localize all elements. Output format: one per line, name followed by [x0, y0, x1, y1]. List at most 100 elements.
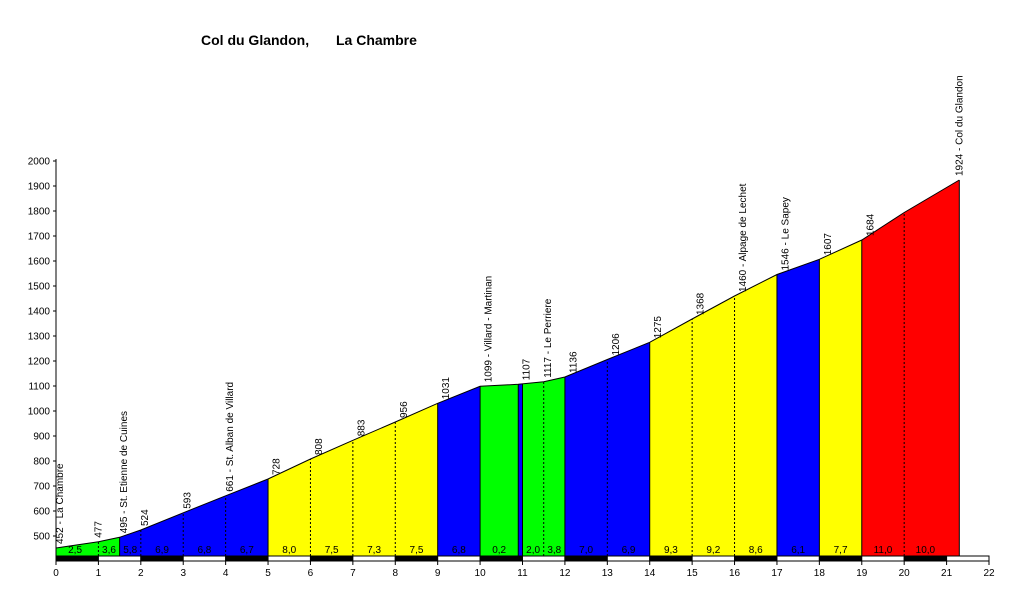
elevation-point-label: 524 [140, 509, 151, 526]
gradient-label: 6,7 [240, 545, 254, 556]
y-tick-label: 600 [33, 507, 50, 518]
scale-bar-block [97, 555, 142, 562]
scale-bar-block [606, 555, 651, 562]
profile-segment-red [861, 180, 960, 556]
elevation-point-label: 1107 [522, 358, 533, 380]
scale-bar-block [55, 555, 99, 562]
gradient-label: 6,1 [791, 545, 805, 556]
x-tick-label: 21 [941, 568, 953, 579]
gradient-label: 8,6 [749, 545, 763, 556]
scale-bar-block [394, 555, 439, 562]
gradient-label: 0,2 [492, 545, 506, 556]
y-tick-label: 900 [33, 432, 50, 443]
elevation-point-label: 495 - St. Etienne de Cuines [119, 411, 130, 533]
x-tick-label: 4 [223, 568, 229, 579]
y-tick-label: 1700 [28, 232, 51, 243]
gradient-label: 2,0 [526, 545, 540, 556]
gradient-label: 7,0 [579, 545, 593, 556]
x-tick-label: 19 [856, 568, 868, 579]
scale-bar-block [437, 555, 481, 562]
elevation-point-label: 808 [314, 438, 325, 455]
profile-segment-blue [777, 259, 820, 556]
profile-segment-yellow [649, 274, 777, 556]
profile-segment-blue [518, 383, 523, 556]
x-tick-label: 22 [983, 568, 995, 579]
distance-scale-bar [55, 555, 990, 562]
scale-bar-block [267, 555, 311, 562]
x-tick-label: 1 [96, 568, 102, 579]
gradient-label: 9,2 [706, 545, 720, 556]
y-tick-label: 1900 [28, 182, 51, 193]
gradient-label: 5,8 [123, 545, 137, 556]
x-tick-label: 14 [644, 568, 656, 579]
scale-bar-block [649, 555, 693, 562]
elevation-point-label: 1607 [823, 233, 834, 256]
profile-segment-yellow [819, 240, 862, 556]
axes-layer: 5006007008009001000110012001300140015001… [28, 157, 995, 580]
x-tick-label: 8 [392, 568, 398, 579]
y-tick-label: 1200 [28, 357, 51, 368]
profile-segment-blue [437, 386, 481, 556]
scale-bar-block [861, 555, 905, 562]
elevation-point-label: 1924 - Col du Glandon [954, 75, 965, 176]
scale-bar-block [309, 555, 354, 562]
elevation-point-label: 1275 [653, 316, 664, 339]
gradient-label: 3,8 [547, 545, 561, 556]
elevation-point-label: 1031 [441, 377, 452, 400]
elevation-point-label: 883 [356, 419, 367, 436]
y-tick-label: 500 [33, 532, 50, 543]
elevation-point-label: 593 [183, 492, 194, 509]
scale-bar-block [734, 555, 778, 562]
gradient-label: 8,0 [282, 545, 296, 556]
gradient-label: 7,7 [834, 545, 848, 556]
point-labels-layer: 452 - La Chambre 477 495 - St. Etienne de … [55, 75, 965, 544]
x-tick-label: 18 [814, 568, 826, 579]
x-tick-label: 10 [475, 568, 487, 579]
kilometre-divider-layer [97, 180, 960, 556]
gradient-label: 9,3 [664, 545, 678, 556]
elevation-point-label: 661 - St. Alban de Villard [225, 382, 236, 492]
gradient-label: 7,3 [367, 545, 381, 556]
scale-bar-block [352, 555, 396, 562]
scale-bar-block [522, 555, 566, 562]
y-tick-label: 1500 [28, 282, 51, 293]
y-tick-label: 1300 [28, 332, 51, 343]
profile-segment-blue [564, 342, 650, 556]
scale-bar-block [564, 555, 608, 562]
elevation-point-label: 477 [93, 521, 104, 538]
gradient-label: 11,0 [874, 545, 893, 556]
gradient-label: 2,5 [68, 545, 82, 556]
elevation-point-label: 452 - La Chambre [55, 463, 66, 544]
gradient-label: 6,8 [452, 545, 466, 556]
scale-bar-block [182, 555, 227, 562]
gradient-labels-layer: 2,5 3,6 5,8 6,9 6,8 6,7 8,0 7,5 7,3 7,5 6,8 0,2 2,0 3… [68, 545, 935, 556]
profile-segment-blue [119, 479, 268, 556]
x-tick-label: 2 [138, 568, 144, 579]
gradient-label: 6,8 [197, 545, 211, 556]
scale-bar-block [140, 555, 184, 562]
gradient-label: 7,5 [410, 545, 424, 556]
x-tick-label: 11 [517, 568, 528, 579]
profile-outline [55, 179, 960, 549]
y-tick-label: 800 [33, 457, 50, 468]
x-tick-label: 9 [435, 568, 441, 579]
y-tick-label: 1000 [28, 407, 51, 418]
elevation-point-label: 1206 [611, 333, 622, 356]
elevation-point-label: 1099 - Villard - Martinan [484, 276, 495, 383]
scale-bar-block [225, 555, 269, 562]
x-tick-label: 13 [602, 568, 614, 579]
elevation-point-label: 1684 [865, 213, 876, 236]
y-tick-label: 1600 [28, 257, 51, 268]
gradient-label: 6,9 [155, 545, 169, 556]
profile-fill-layer [56, 180, 960, 556]
elevation-point-label: 1117 - Le Perriere [543, 298, 554, 378]
scale-bar-block [946, 555, 990, 562]
scale-bar-block [691, 555, 736, 562]
chart-subtitle: La Chambre [336, 32, 417, 48]
gradient-label: 3,6 [102, 545, 116, 556]
y-tick-label: 1800 [28, 207, 51, 218]
elevation-point-label: 1368 [696, 292, 707, 315]
x-tick-label: 12 [559, 568, 571, 579]
x-tick-label: 7 [350, 568, 356, 579]
